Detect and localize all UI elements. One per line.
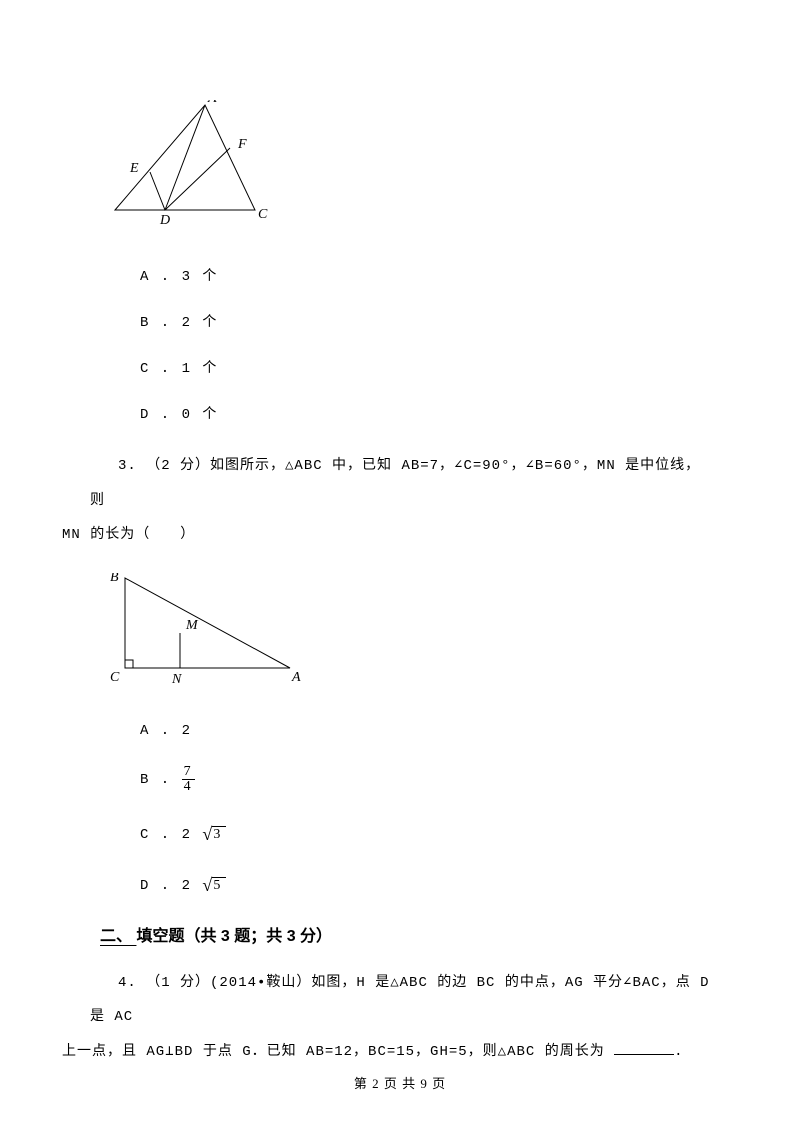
svg-text:C: C	[110, 670, 120, 685]
svg-text:A: A	[291, 670, 301, 685]
question-3: 3. （2 分）如图所示，△ABC 中，已知 AB=7，∠C=90°，∠B=60…	[90, 449, 710, 553]
svg-text:C: C	[258, 207, 268, 222]
sqrt-5: √5	[202, 875, 226, 896]
option-q2-d: D . 0 个	[140, 403, 710, 423]
option-q3-a-value: 2	[182, 723, 192, 739]
option-q3-b: B . 74	[140, 765, 710, 794]
question-3-line2: MN 的长为（ ）	[62, 527, 195, 543]
svg-text:F: F	[237, 137, 247, 152]
section-2-title: 填空题（共 3 题；共 3 分）	[136, 928, 332, 945]
sqrt-3: √3	[202, 824, 226, 845]
question-4-line1: 4. （1 分）(2014•鞍山）如图，H 是△ABC 的边 BC 的中点，AG…	[90, 975, 710, 1026]
section-2-header: 二、 填空题（共 3 题；共 3 分）	[100, 922, 710, 946]
answer-blank	[614, 1054, 674, 1055]
svg-text:D: D	[159, 213, 170, 228]
triangle-svg-2: B C A M N	[110, 573, 310, 688]
triangle-diagram-1: ABC DEF	[110, 100, 710, 235]
option-q3-d: D . 2 √5	[140, 875, 710, 896]
option-q3-d-prefix: D . 2	[140, 878, 192, 894]
option-q3-a: A . 2	[140, 723, 710, 739]
option-q2-a: A . 3 个	[140, 265, 710, 285]
svg-text:M: M	[185, 618, 199, 633]
question-3-line1: 3. （2 分）如图所示，△ABC 中，已知 AB=7，∠C=90°，∠B=60…	[90, 458, 700, 509]
option-q3-c: C . 2 √3	[140, 824, 710, 845]
section-2-prefix: 二、	[100, 928, 136, 945]
svg-text:N: N	[171, 672, 182, 687]
option-q3-a-prefix: A .	[140, 723, 182, 739]
svg-text:E: E	[129, 161, 139, 176]
svg-text:A: A	[207, 100, 217, 106]
option-q3-b-prefix: B .	[140, 772, 182, 788]
fraction-7-4: 74	[182, 765, 195, 794]
page-footer: 第 2 页 共 9 页	[0, 1073, 800, 1092]
triangle-svg-1: ABC DEF	[110, 100, 275, 230]
option-q2-b: B . 2 个	[140, 311, 710, 331]
question-4-line2b: .	[674, 1044, 683, 1060]
triangle-diagram-2: B C A M N	[110, 573, 710, 693]
question-4-line2a: 上一点，且 AG⊥BD 于点 G．已知 AB=12，BC=15，GH=5，则△A…	[62, 1044, 614, 1060]
option-q3-c-prefix: C . 2	[140, 827, 192, 843]
svg-text:B: B	[110, 573, 119, 585]
option-q2-c: C . 1 个	[140, 357, 710, 377]
question-4: 4. （1 分）(2014•鞍山）如图，H 是△ABC 的边 BC 的中点，AG…	[90, 966, 710, 1070]
